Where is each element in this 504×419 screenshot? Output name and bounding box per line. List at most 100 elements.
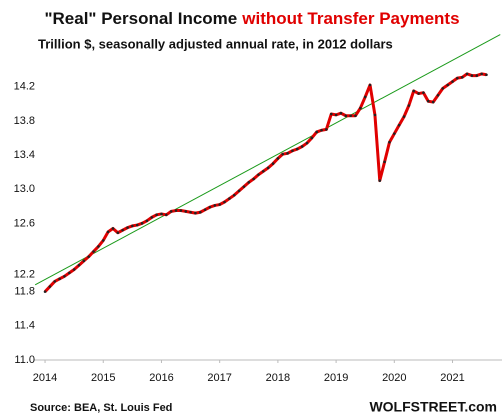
- x-tick-label: 2014: [33, 372, 57, 384]
- data-point: [213, 204, 217, 207]
- data-point: [446, 83, 449, 87]
- chart-title: "Real" Personal Income without Transfer P…: [44, 9, 459, 28]
- data-point: [72, 268, 76, 271]
- title-highlight: without Transfer Payments: [241, 9, 459, 28]
- data-point: [184, 210, 188, 213]
- data-point: [456, 76, 459, 80]
- data-point: [135, 223, 139, 227]
- data-point: [295, 147, 299, 151]
- y-tick-label: 11.4: [14, 320, 35, 332]
- data-point: [329, 112, 333, 116]
- data-point: [208, 205, 212, 209]
- data-point: [228, 197, 231, 200]
- data-point: [48, 285, 52, 288]
- data-point: [164, 213, 168, 217]
- data-point: [218, 203, 221, 206]
- data-point: [266, 166, 270, 170]
- data-point: [407, 104, 411, 107]
- data-point: [53, 280, 57, 283]
- data-point: [58, 277, 61, 281]
- x-tick-label: 2015: [91, 372, 115, 384]
- data-point: [43, 290, 47, 293]
- data-point: [422, 91, 425, 94]
- data-point: [237, 189, 241, 193]
- data-point: [101, 239, 105, 242]
- data-point: [145, 219, 149, 223]
- data-point: [451, 80, 454, 83]
- data-point: [257, 173, 260, 176]
- y-tick-label: 14.2: [14, 81, 35, 93]
- data-point: [339, 111, 343, 115]
- data-point: [373, 113, 377, 117]
- data-point: [179, 209, 183, 212]
- data-point: [232, 193, 236, 197]
- data-point: [465, 72, 469, 76]
- data-point: [480, 72, 483, 76]
- data-line: [43, 72, 487, 293]
- data-point: [160, 212, 163, 216]
- data-point: [397, 123, 401, 127]
- data-point: [97, 245, 100, 248]
- data-point: [140, 222, 144, 225]
- data-point: [426, 99, 430, 103]
- data-point: [92, 250, 95, 253]
- x-tick-label: 2017: [207, 372, 231, 384]
- source: Source: BEA, St. Louis Fed: [30, 402, 172, 414]
- data-point: [77, 263, 81, 267]
- data-point: [359, 106, 362, 110]
- data-point: [223, 200, 226, 204]
- data-point: [291, 149, 294, 153]
- data-point: [393, 132, 396, 135]
- data-point: [87, 255, 91, 258]
- data-point: [383, 160, 386, 164]
- data-point: [417, 92, 420, 95]
- y-tick-label: 11.0: [14, 354, 35, 366]
- y-tick-label: 12.6: [14, 217, 35, 229]
- subtitle: Trillion $, seasonally adjusted annual r…: [38, 36, 393, 51]
- title-main: "Real" Personal Income: [44, 9, 237, 28]
- data-point: [470, 74, 474, 77]
- data-point: [431, 100, 435, 104]
- data-point: [63, 275, 66, 278]
- data-point: [189, 210, 192, 214]
- x-tick-label: 2016: [149, 372, 173, 384]
- data-point: [320, 128, 323, 132]
- data-point: [252, 177, 255, 181]
- data-point: [485, 73, 488, 77]
- data-point: [276, 157, 280, 160]
- y-tick-label: 13.4: [14, 149, 35, 161]
- data-point: [305, 141, 309, 145]
- data-point: [378, 179, 382, 182]
- data-point: [126, 226, 129, 229]
- data-point: [262, 169, 265, 173]
- data-point: [315, 130, 319, 134]
- data-point: [334, 113, 338, 117]
- data-point: [441, 87, 445, 90]
- data-point: [203, 208, 207, 211]
- x-tick-label: 2020: [382, 372, 406, 384]
- data-point: [363, 95, 367, 99]
- y-tick-label: 13.0: [14, 183, 35, 195]
- data-point: [436, 93, 440, 97]
- data-point: [150, 216, 154, 219]
- trend-line: [34, 34, 501, 286]
- data-point: [354, 114, 357, 118]
- data-point: [281, 152, 285, 156]
- data-point: [198, 210, 202, 214]
- watermark: WOLFSTREET.com: [369, 399, 497, 415]
- data-point: [68, 271, 71, 275]
- data-point: [155, 213, 158, 217]
- data-point: [174, 209, 178, 212]
- data-point: [388, 140, 391, 144]
- data-point: [106, 230, 110, 234]
- data-point: [121, 228, 124, 232]
- data-point: [242, 185, 246, 188]
- data-point: [325, 128, 328, 131]
- data-point: [475, 74, 479, 77]
- x-tick-label: 2018: [266, 372, 290, 384]
- data-point: [111, 227, 115, 230]
- data-point: [344, 114, 348, 118]
- y-tick-label: 12.2: [14, 269, 35, 281]
- y-tick-label: 11.8: [14, 286, 35, 298]
